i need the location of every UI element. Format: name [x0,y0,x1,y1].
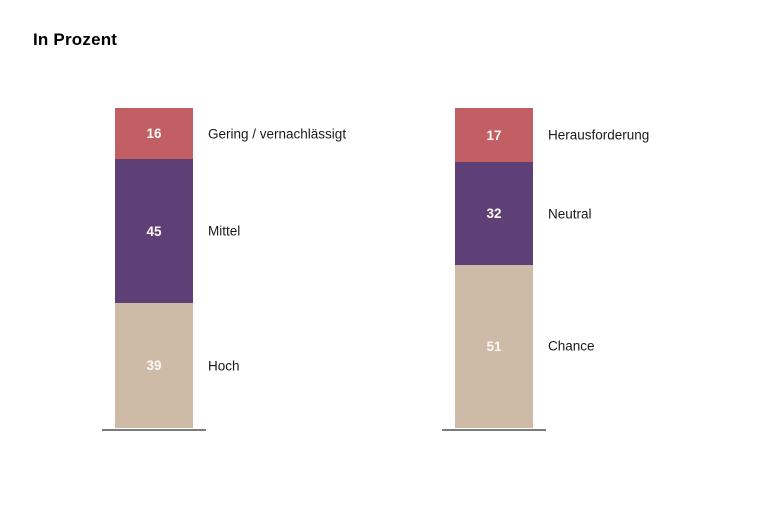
segment-value: 32 [486,206,502,222]
segment-value: 17 [486,127,502,143]
stacked-bar-right: 17 Herausforderung 32 Neutral 51 Chance [455,108,649,428]
page-title: In Prozent [33,30,118,49]
bar-segment-hoch: 39 Hoch [115,303,240,428]
x-axis-line [102,429,206,431]
bar-segment-mittel: 45 Mittel [115,159,240,304]
segment-value: 51 [486,338,502,354]
bar-segment-herausforderung: 17 Herausforderung [455,108,649,163]
chart-left: 16 Gering / vernachlässigt 45 Mittel 39 … [102,108,346,431]
segment-label: Mittel [208,223,241,239]
segment-value: 45 [146,223,162,239]
stacked-bar-left: 16 Gering / vernachlässigt 45 Mittel 39 … [115,108,346,428]
segment-value: 16 [146,126,162,142]
x-axis-line [442,429,546,431]
bar-segment-gering: 16 Gering / vernachlässigt [115,108,346,160]
segment-label: Gering / vernachlässigt [208,126,347,142]
segment-label: Hoch [208,358,240,374]
segment-label: Chance [548,338,595,354]
chart-right: 17 Herausforderung 32 Neutral 51 Chance … [442,108,649,431]
bar-segment-neutral: 32 Neutral [455,162,592,265]
segment-label: Neutral [548,206,592,222]
bar-segment-chance: 51 Chance [455,264,595,428]
segment-value: 39 [146,358,162,374]
segment-label: Herausforderung [548,127,650,143]
